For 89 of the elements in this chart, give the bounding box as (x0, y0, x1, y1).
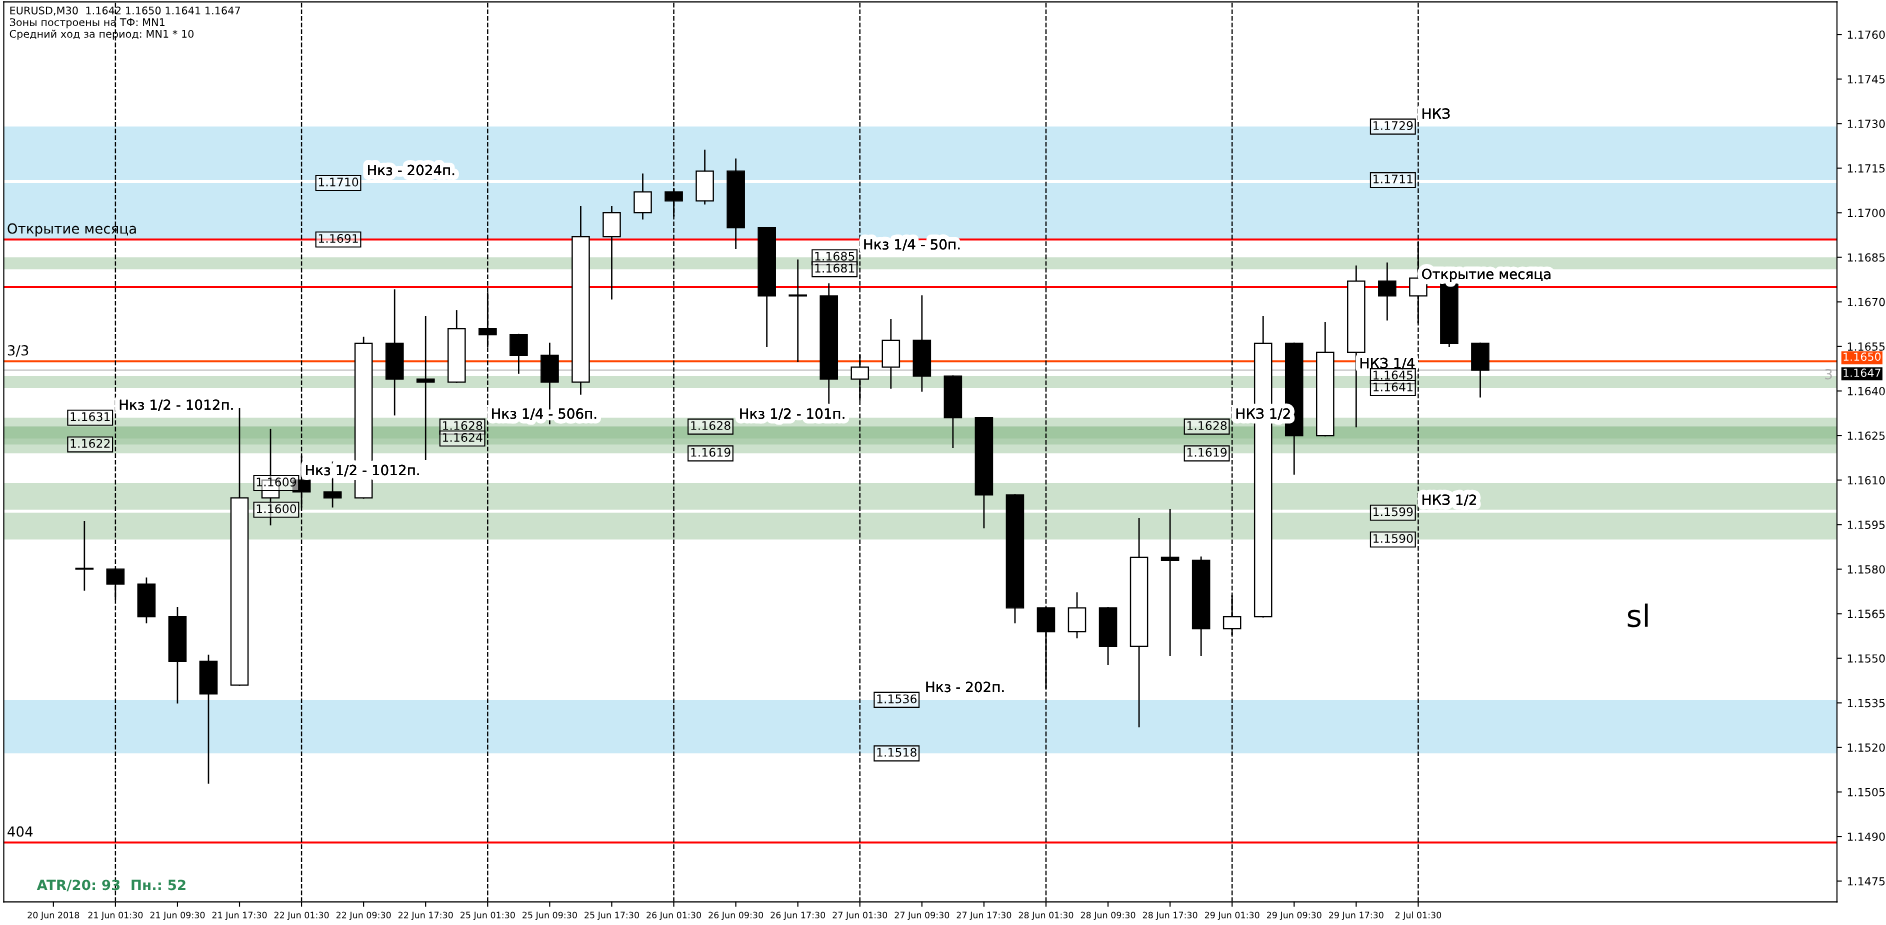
annotation: НКЗ 1/2 (1422, 494, 1476, 507)
y-tick-label: 1.1610 (1847, 476, 1885, 485)
annotation: Нкз - 2024п. (368, 164, 455, 176)
annotation: 1.1628 (691, 421, 731, 431)
annotation: 1.1590 (1373, 533, 1413, 543)
annotation: Нкз - 202п. (926, 681, 1004, 693)
x-tick-label: 21 Jun 09:30 (150, 911, 205, 920)
y-tick-label: 1.1670 (1847, 297, 1885, 307)
annotation: 1.1645 (1373, 370, 1413, 380)
y-tick-label: 1.1730 (1847, 119, 1885, 129)
candlestick (1378, 262, 1397, 321)
candlestick (509, 333, 528, 374)
annotation: Средний ход за период: MN1 * 10 (9, 29, 194, 40)
y-tick-label: 1.1475 (1847, 877, 1885, 886)
annotation: 1.1518 (877, 747, 917, 757)
y-tick-label: 1.1580 (1847, 565, 1885, 574)
x-tick-label: 28 Jun 09:30 (1080, 911, 1136, 920)
y-tick-label: 1.1760 (1847, 30, 1885, 39)
y-tick-label: 1.1685 (1847, 253, 1885, 262)
annotation: 1.1710 (318, 177, 359, 187)
annotation: 1.1685 (815, 251, 855, 261)
y-tick-label: 1.1700 (1847, 208, 1885, 218)
y-tick-label: 1.1625 (1847, 431, 1885, 440)
x-tick-label: 22 Jun 01:30 (274, 911, 329, 920)
y-tick-label: 1.1490 (1847, 832, 1885, 841)
annotation: 1.1711 (1373, 174, 1413, 184)
annotation: 1.1619 (1187, 447, 1227, 457)
x-tick-label: 29 Jun 01:30 (1204, 911, 1260, 920)
y-tick-label: 1.1745 (1847, 75, 1885, 84)
x-tick-label: 21 Jun 01:30 (88, 911, 143, 920)
x-tick-label: 26 Jun 01:30 (646, 911, 701, 920)
y-tick-label: 1.1640 (1847, 386, 1885, 396)
candlestick (75, 520, 94, 591)
annotation: 1.1599 (1373, 507, 1413, 517)
annotation: EURUSD,M30 1.1642 1.1650 1.1641 1.1647 (10, 6, 240, 16)
candlestick (1067, 592, 1087, 639)
x-tick-label: 29 Jun 17:30 (1329, 911, 1384, 920)
x-tick-label: 27 Jun 01:30 (832, 911, 888, 920)
y-tick-label: 1.1655 (1847, 342, 1885, 351)
candlestick (416, 316, 435, 460)
candlestick (602, 206, 621, 300)
annotation: 1.1622 (70, 438, 110, 448)
x-tick-label: 28 Jun 17:30 (1142, 911, 1198, 920)
x-tick-label: 28 Jun 01:30 (1018, 911, 1074, 920)
y-tick-label: 1.1715 (1847, 164, 1885, 173)
y-tick-label: 1.1550 (1847, 654, 1885, 663)
annotation: ATR/20: 93 Пн.: 52 (36, 879, 186, 892)
annotation: sl (1627, 603, 1648, 628)
ref-line-label: 1.1650 (1843, 352, 1881, 361)
annotation: 1.1641 (1373, 382, 1413, 392)
x-tick-label: 2 Jul 01:30 (1395, 911, 1442, 920)
y-tick-label: 1.1505 (1847, 787, 1885, 797)
annotation: 1.1536 (877, 694, 917, 704)
x-tick-label: 29 Jun 09:30 (1266, 911, 1322, 920)
x-tick-label: 25 Jun 01:30 (460, 911, 515, 920)
ref-line-label: 1.1647 (1843, 368, 1881, 377)
x-tick-label: 27 Jun 17:30 (956, 911, 1012, 920)
x-tick-label: 20 Jun 2018 (27, 911, 80, 920)
annotation: Открытие месяца (7, 223, 136, 237)
annotation: Нкз 1/2 - 1012п. (119, 399, 233, 412)
y-tick-label: 1.1595 (1847, 520, 1885, 530)
annotation: 1.1729 (1373, 121, 1413, 131)
x-tick-label: 22 Jun 17:30 (398, 911, 453, 920)
x-tick-label: 22 Jun 09:30 (336, 911, 391, 920)
x-tick-label: 25 Jun 17:30 (584, 911, 639, 920)
annotation: 1.1681 (815, 263, 855, 273)
annotation: 3 (1825, 368, 1832, 380)
annotation: 1.1691 (318, 233, 358, 243)
annotation: 1.1600 (256, 504, 297, 514)
annotation: 1.1628 (443, 421, 483, 431)
y-tick-label: 1.1565 (1847, 609, 1885, 619)
x-tick-label: 26 Jun 09:30 (708, 911, 764, 920)
candlestick (1160, 509, 1180, 657)
annotation: НКЗ (1422, 108, 1450, 119)
annotation: 1.1631 (70, 412, 110, 422)
annotation: 404 (7, 826, 33, 837)
candlestick (788, 259, 808, 362)
x-tick-label: 27 Jun 09:30 (894, 911, 950, 920)
y-tick-label: 1.1535 (1847, 698, 1885, 708)
y-tick-label: 1.1520 (1847, 743, 1885, 752)
annotation: 1.1619 (691, 447, 731, 457)
x-tick-label: 26 Jun 17:30 (770, 911, 826, 920)
annotation: 1.1624 (443, 432, 483, 442)
annotation: Нкз 1/2 - 101п. (740, 408, 845, 420)
x-tick-label: 21 Jun 17:30 (212, 911, 267, 920)
annotation: 1.1628 (1187, 421, 1227, 431)
candlestick (633, 173, 652, 220)
x-tick-label: 25 Jun 09:30 (522, 911, 577, 920)
annotation: 3/3 (7, 345, 29, 357)
